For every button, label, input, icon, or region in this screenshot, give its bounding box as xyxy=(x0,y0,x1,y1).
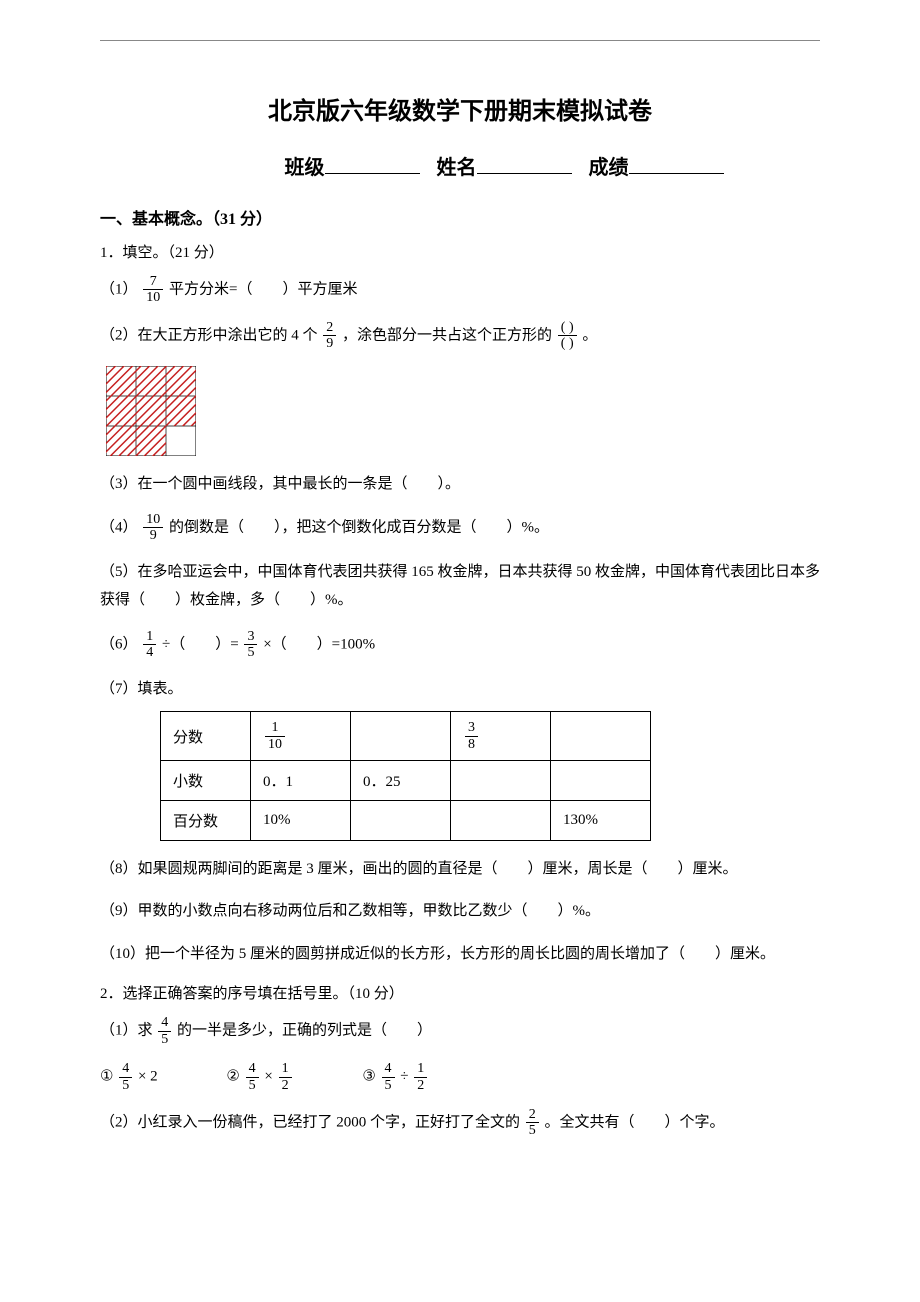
row-label-percent: 百分数 xyxy=(161,800,251,840)
choice-3-fraction-1: 4 5 xyxy=(382,1061,395,1093)
q2-1: （1）求 4 5 的一半是多少，正确的列式是（ ） xyxy=(100,1015,820,1047)
q1-1: （1） 7 10 平方分米=（ ）平方厘米 xyxy=(100,274,820,306)
q2-title: 2．选择正确答案的序号填在括号里。（10 分） xyxy=(100,982,820,1003)
class-label: 班级 xyxy=(285,157,325,179)
q2-2-before: （2）小红录入一份稿件，已经打了 2000 个字，正好打了全文的 xyxy=(100,1114,524,1130)
q2-2-fraction: 2 5 xyxy=(526,1107,539,1139)
hatched-square-figure xyxy=(106,366,196,456)
q1-1-fraction: 7 10 xyxy=(143,274,163,306)
q1-7-title: （7）填表。 xyxy=(100,675,820,704)
row-label-fraction: 分数 xyxy=(161,712,251,761)
q1-6-mid1: ÷（ ）= xyxy=(162,636,242,652)
table-cell: 130% xyxy=(551,800,651,840)
q1-2-paren-fraction: ( ) ( ) xyxy=(558,320,577,352)
conversion-table: 分数 1 10 3 8 小数 0．1 0．25 百分数 10% 130% xyxy=(160,711,651,841)
q1-5: （5）在多哈亚运会中，中国体育代表团共获得 165 枚金牌，日本共获得 50 枚… xyxy=(100,558,820,615)
q2-2: （2）小红录入一份稿件，已经打了 2000 个字，正好打了全文的 2 5 。全文… xyxy=(100,1107,820,1139)
q1-3: （3）在一个圆中画线段，其中最长的一条是（ ）。 xyxy=(100,470,820,499)
table-cell xyxy=(351,712,451,761)
q1-4: （4） 10 9 的倒数是（ ），把这个倒数化成百分数是（ ）%。 xyxy=(100,512,820,544)
table-cell xyxy=(551,712,651,761)
page-top-divider xyxy=(100,40,820,41)
choice-2-fraction-2: 1 2 xyxy=(279,1061,292,1093)
q1-4-before: （4） xyxy=(100,519,138,535)
q1-6-fraction-2: 3 5 xyxy=(244,629,257,661)
q1-6-before: （6） xyxy=(100,636,138,652)
q1-4-after: 的倒数是（ ），把这个倒数化成百分数是（ ）%。 xyxy=(169,519,549,535)
q2-1-fraction: 4 5 xyxy=(158,1015,171,1047)
score-blank xyxy=(629,173,724,174)
table-row: 百分数 10% 130% xyxy=(161,800,651,840)
q1-10: （10）把一个半径为 5 厘米的圆剪拼成近似的长方形，长方形的周长比圆的周长增加… xyxy=(100,940,820,969)
table-cell: 0．1 xyxy=(251,760,351,800)
choice-1-fraction: 4 5 xyxy=(119,1061,132,1093)
choice-1: ① 4 5 × 2 xyxy=(100,1061,158,1093)
q2-1-before: （1）求 xyxy=(100,1023,156,1039)
table-frac-1: 1 10 xyxy=(265,720,285,752)
q1-title: 1．填空。（21 分） xyxy=(100,241,820,262)
table-cell: 10% xyxy=(251,800,351,840)
q1-4-fraction: 10 9 xyxy=(143,512,163,544)
q1-1-after: 平方分米=（ ）平方厘米 xyxy=(169,281,357,297)
table-cell: 0．25 xyxy=(351,760,451,800)
q1-2-fraction: 2 9 xyxy=(323,320,336,352)
q1-2-before: （2）在大正方形中涂出它的 4 个 xyxy=(100,327,321,343)
table-frac-3: 3 8 xyxy=(465,720,478,752)
q1-2-end: 。 xyxy=(582,327,597,343)
table-cell xyxy=(351,800,451,840)
q2-1-after: 的一半是多少，正确的列式是（ ） xyxy=(177,1023,432,1039)
table-cell: 3 8 xyxy=(451,712,551,761)
table-row: 分数 1 10 3 8 xyxy=(161,712,651,761)
exam-title: 北京版六年级数学下册期末模拟试卷 xyxy=(100,91,820,126)
name-label: 姓名 xyxy=(437,157,477,179)
name-blank xyxy=(477,173,572,174)
score-label: 成绩 xyxy=(589,157,629,179)
q1-8: （8）如果圆规两脚间的距离是 3 厘米，画出的圆的直径是（ ）厘米，周长是（ ）… xyxy=(100,855,820,884)
table-row: 小数 0．1 0．25 xyxy=(161,760,651,800)
q2-2-after: 。全文共有（ ）个字。 xyxy=(545,1114,725,1130)
q1-6-fraction-1: 1 4 xyxy=(143,629,156,661)
q2-1-choices: ① 4 5 × 2 ② 4 5 × 1 2 ③ 4 5 ÷ 1 2 xyxy=(100,1061,820,1093)
choice-3-fraction-2: 1 2 xyxy=(414,1061,427,1093)
choice-2-fraction-1: 4 5 xyxy=(246,1061,259,1093)
class-blank xyxy=(325,173,420,174)
q1-6-mid2: ×（ ）=100% xyxy=(263,636,375,652)
student-info-row: 班级 姓名 成绩 xyxy=(100,151,820,180)
q1-6: （6） 1 4 ÷（ ）= 3 5 ×（ ）=100% xyxy=(100,629,820,661)
row-label-decimal: 小数 xyxy=(161,760,251,800)
q1-2-mid: ，涂色部分一共占这个正方形的 xyxy=(342,327,556,343)
choice-3: ③ 4 5 ÷ 1 2 xyxy=(362,1061,429,1093)
table-cell: 1 10 xyxy=(251,712,351,761)
q1-1-before: （1） xyxy=(100,281,138,297)
table-cell xyxy=(451,800,551,840)
q1-2: （2）在大正方形中涂出它的 4 个 2 9 ，涂色部分一共占这个正方形的 ( )… xyxy=(100,320,820,352)
q1-9: （9）甲数的小数点向右移动两位后和乙数相等，甲数比乙数少（ ）%。 xyxy=(100,897,820,926)
table-cell xyxy=(551,760,651,800)
section-1-title: 一、基本概念。（31 分） xyxy=(100,205,820,229)
choice-2: ② 4 5 × 1 2 xyxy=(226,1061,293,1093)
table-cell xyxy=(451,760,551,800)
